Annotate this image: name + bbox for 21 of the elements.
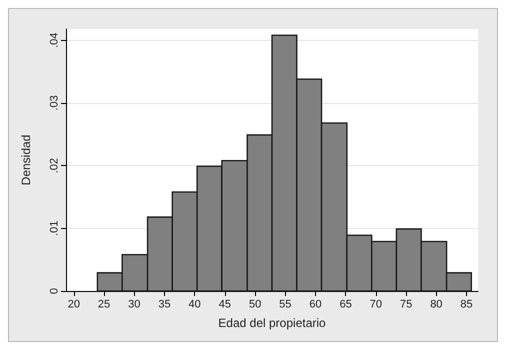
x-tick-label: 35 [158,298,171,310]
x-axis-title: Edad del propietario [218,316,326,330]
x-tick-label: 75 [400,298,412,310]
x-tick-label: 65 [340,298,352,310]
x-tick-label: 70 [370,298,382,310]
y-axis-title: Densidad [19,134,33,186]
x-tick-label: 30 [128,298,140,310]
x-tick-label: 80 [430,298,442,310]
x-tick-label: 20 [68,298,80,310]
y-tick-label: .04 [48,32,60,48]
x-tick-label: 25 [98,298,110,310]
x-tick-label: 85 [460,298,473,310]
x-tick-label: 55 [279,298,292,310]
x-tick-label: 60 [309,298,322,310]
y-tick-label: .02 [48,158,60,174]
y-tick-label: .03 [48,95,60,111]
x-tick-label: 50 [248,298,262,310]
x-tick-label: 40 [188,298,201,310]
x-tick-label: 45 [218,298,232,310]
y-tick-label: 0 [48,288,60,294]
y-tick-label: .01 [48,220,60,236]
